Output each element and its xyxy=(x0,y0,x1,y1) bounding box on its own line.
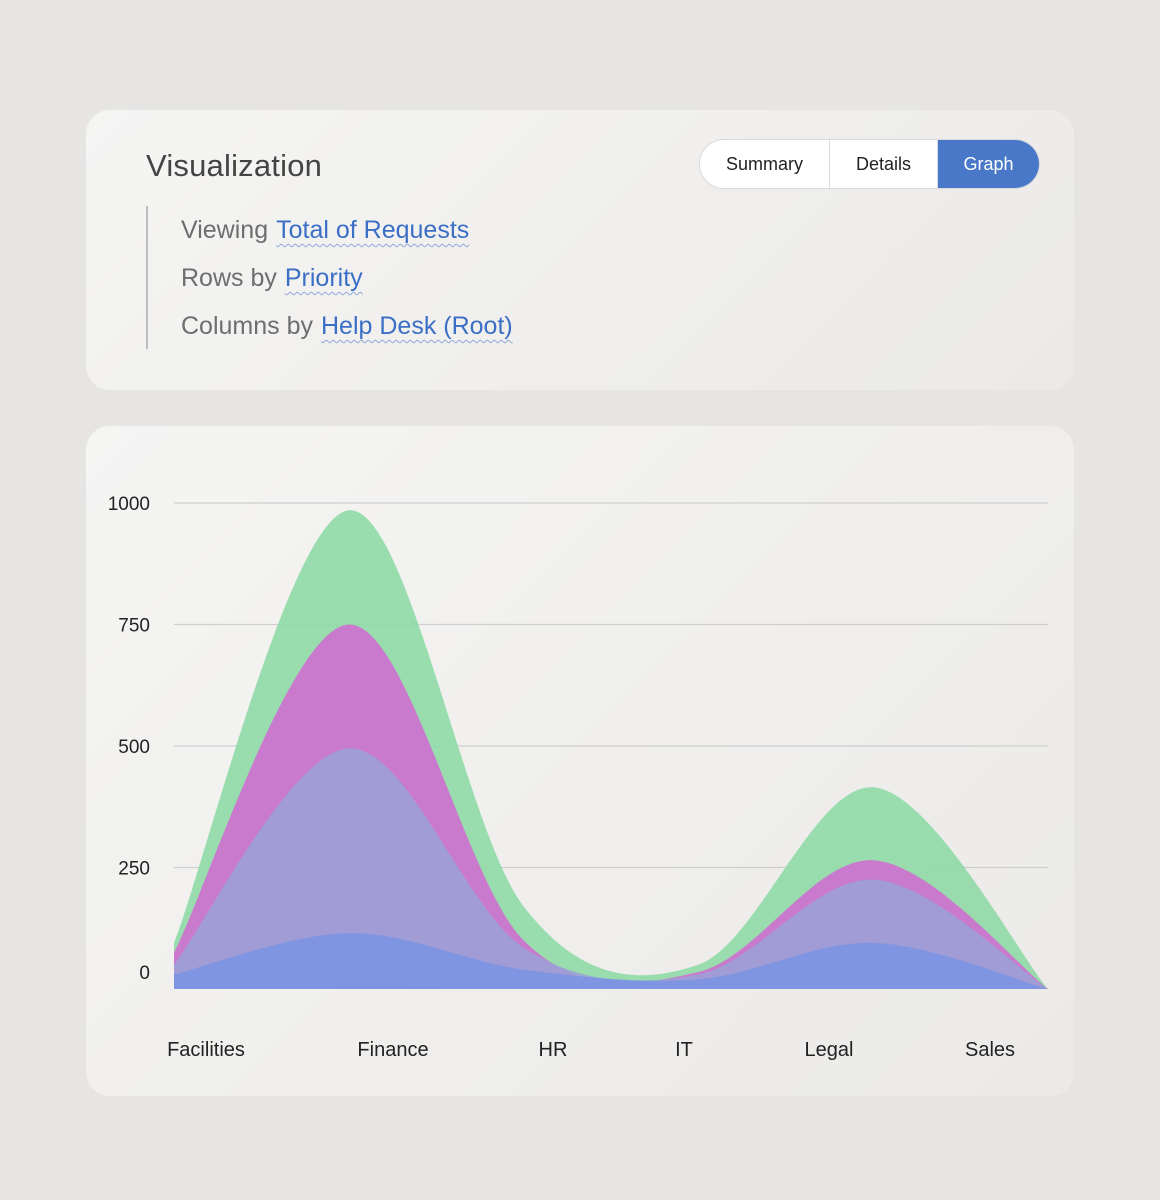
rows-line: Rows by Priority xyxy=(181,254,513,302)
query-description: Viewing Total of Requests Rows by Priority… xyxy=(146,206,513,349)
x-tick-label: Finance xyxy=(357,1039,428,1061)
x-axis-ticks: Facilities Finance HR IT Legal Sales xyxy=(167,1039,1015,1061)
x-tick-label: Sales xyxy=(965,1039,1015,1061)
area-series-2 xyxy=(174,748,1048,989)
y-tick-label: 1000 xyxy=(108,494,150,515)
y-tick-label: 250 xyxy=(118,859,150,880)
area-series-group xyxy=(174,510,1048,989)
x-tick-label: HR xyxy=(539,1039,568,1061)
chart-card: 0 250 500 750 1000 Facilities Finance HR IT Lega… xyxy=(86,426,1074,1096)
columns-label: Columns by xyxy=(181,312,313,340)
area-series-1 xyxy=(174,933,1048,989)
x-tick-label: Facilities xyxy=(167,1039,245,1061)
y-tick-label: 750 xyxy=(118,616,150,637)
rows-label: Rows by xyxy=(181,264,277,292)
page-title: Visualization xyxy=(146,148,323,183)
tab-summary[interactable]: Summary xyxy=(700,140,830,188)
viewing-measure-link[interactable]: Total of Requests xyxy=(276,216,470,244)
y-tick-label: 0 xyxy=(139,963,150,984)
visualization-header-card: Visualization Summary Details Graph View… xyxy=(86,110,1074,390)
tab-details[interactable]: Details xyxy=(830,140,938,188)
viewing-line: Viewing Total of Requests xyxy=(181,206,513,254)
columns-line: Columns by Help Desk (Root) xyxy=(181,302,513,350)
y-tick-label: 500 xyxy=(118,737,150,758)
rows-dimension-link[interactable]: Priority xyxy=(284,264,363,292)
stacked-area-chart: 0 250 500 750 1000 Facilities Finance HR IT Lega… xyxy=(108,494,1048,1061)
viewing-label: Viewing xyxy=(181,216,269,244)
tab-graph[interactable]: Graph xyxy=(938,140,1039,188)
y-axis-ticks: 0 250 500 750 1000 xyxy=(108,494,150,984)
x-tick-label: IT xyxy=(675,1039,693,1061)
view-segmented-control: Summary Details Graph xyxy=(699,139,1040,189)
columns-dimension-link[interactable]: Help Desk (Root) xyxy=(321,312,513,340)
x-tick-label: Legal xyxy=(805,1039,854,1061)
